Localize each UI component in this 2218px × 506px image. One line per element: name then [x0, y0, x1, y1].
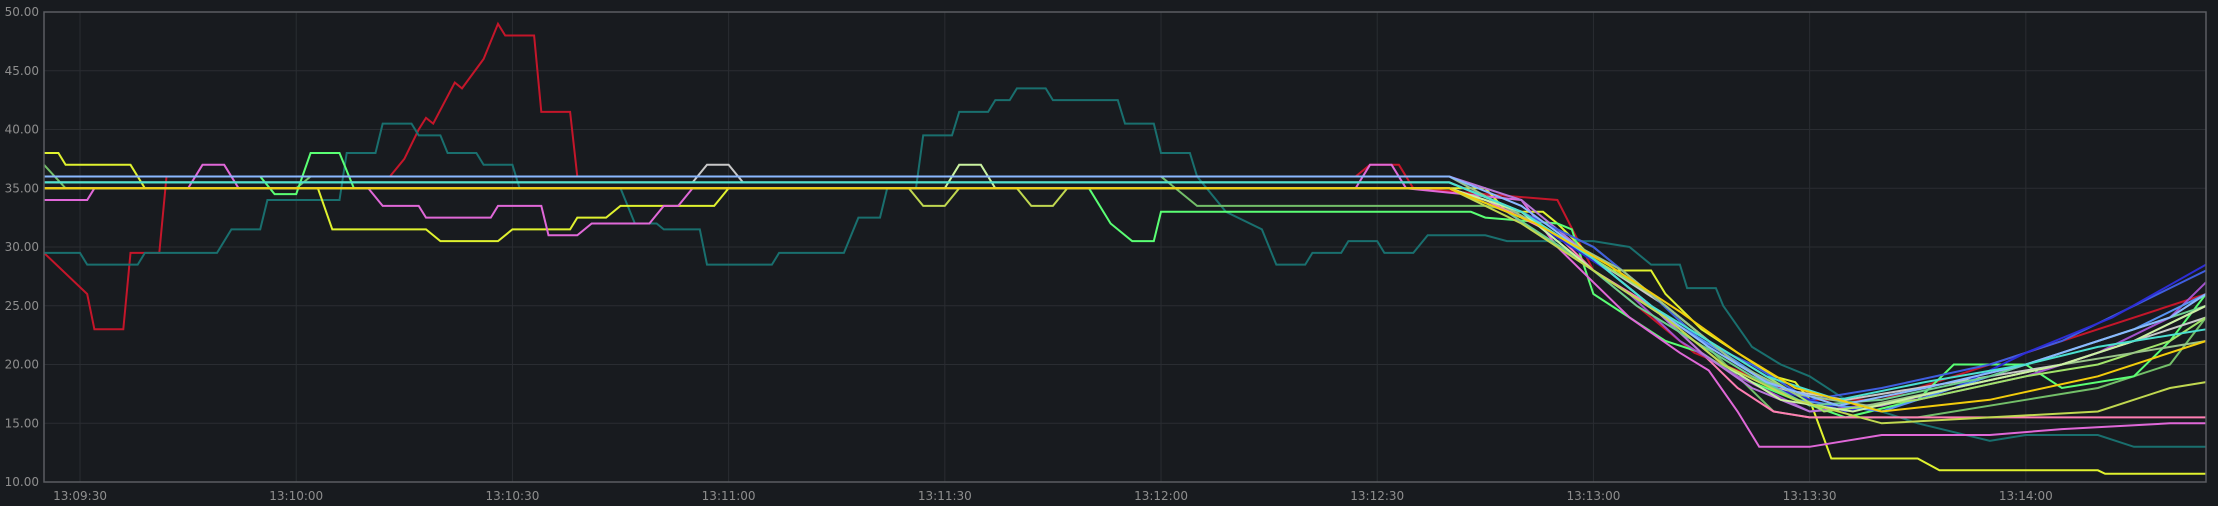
- series-line-18: [44, 175, 2207, 407]
- x-tick-label: 13:13:00: [1566, 489, 1620, 503]
- y-tick-label: 40.00: [5, 123, 39, 137]
- series-line-3: [44, 152, 2206, 475]
- series-line-8: [44, 163, 2207, 401]
- x-tick-label: 13:13:30: [1783, 489, 1837, 503]
- y-tick-label: 25.00: [5, 299, 39, 313]
- series-line-19: [44, 181, 2207, 401]
- series-line-21: [44, 187, 2207, 413]
- x-tick-label: 13:14:00: [1999, 489, 2053, 503]
- x-tick-label: 13:11:30: [918, 489, 972, 503]
- y-tick-label: 15.00: [5, 416, 39, 430]
- x-tick-label: 13:11:00: [702, 489, 756, 503]
- x-tick-label: 13:10:30: [485, 489, 539, 503]
- x-tick-label: 13:12:00: [1134, 489, 1188, 503]
- y-tick-label: 20.00: [5, 358, 39, 372]
- series-lines: [43, 21, 2207, 475]
- y-tick-label: 50.00: [5, 5, 39, 19]
- y-tick-label: 10.00: [5, 475, 39, 489]
- x-axis: 13:09:30 13:10:00 13:10:30 13:11:00 13:11:30…: [53, 489, 2053, 503]
- series-line-5: [44, 152, 2207, 419]
- y-tick-label: 35.00: [5, 181, 39, 195]
- plot-frame: [43, 11, 2207, 483]
- series-line-2: [44, 87, 2206, 448]
- series-line-16: [44, 175, 2207, 407]
- y-axis: 10.00 15.00 20.00 25.00 30.00 35.00 40.00 45.00…: [5, 5, 39, 489]
- x-tick-label: 13:09:30: [53, 489, 107, 503]
- x-tick-label: 13:12:30: [1350, 489, 1404, 503]
- y-tick-label: 30.00: [5, 240, 39, 254]
- x-tick-label: 13:10:00: [269, 489, 323, 503]
- y-tick-label: 45.00: [5, 64, 39, 78]
